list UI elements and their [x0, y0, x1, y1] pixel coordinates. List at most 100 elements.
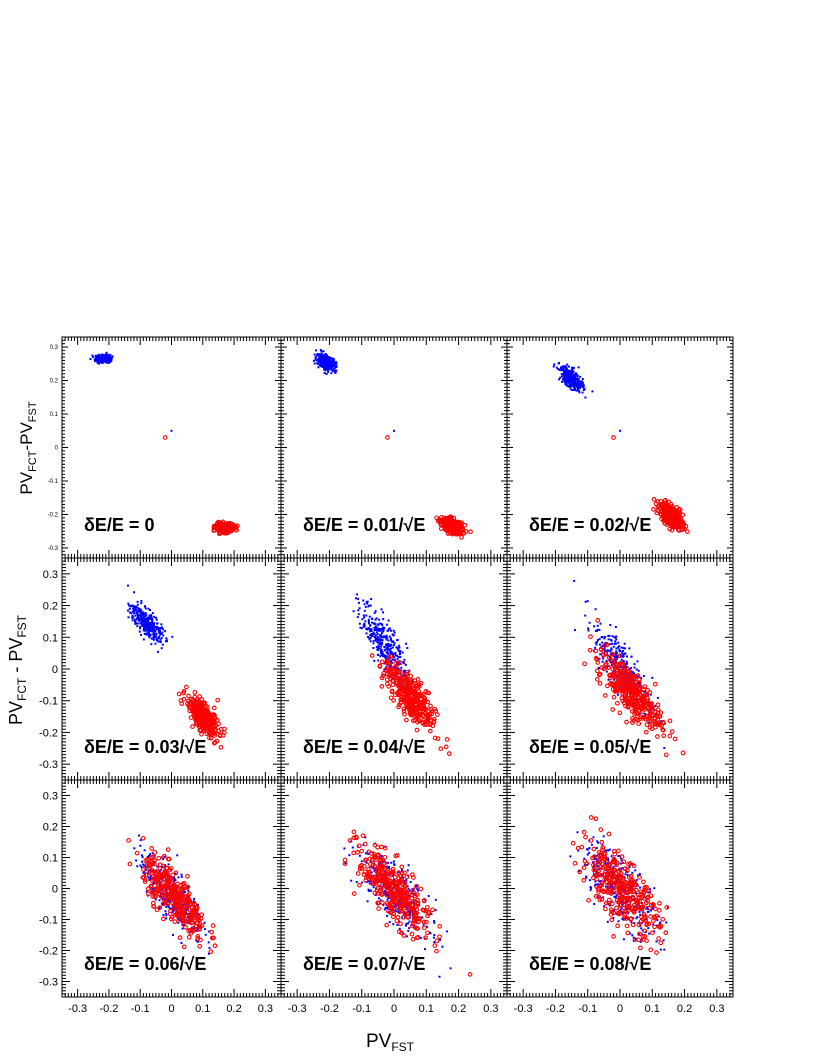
- data-point-blue: [139, 627, 141, 630]
- data-point-blue: [161, 631, 164, 634]
- data-point-blue: [578, 380, 581, 383]
- data-point-blue: [136, 600, 139, 603]
- data-point-blue: [401, 651, 404, 654]
- data-point-blue: [145, 614, 148, 617]
- data-point-blue: [368, 615, 371, 618]
- data-point-blue: [372, 647, 375, 649]
- data-point-blue: [598, 638, 601, 641]
- data-point-blue: [379, 640, 382, 643]
- data-point-blue: [154, 629, 157, 632]
- data-point-blue: [143, 629, 145, 632]
- data-point-blue: [359, 626, 362, 629]
- panel-2-points: [312, 349, 473, 540]
- data-point-blue: [138, 610, 140, 613]
- data-point-blue: [141, 612, 144, 615]
- data-point-blue: [324, 360, 327, 363]
- data-point-blue: [374, 636, 377, 639]
- data-point-red: [402, 677, 408, 683]
- data-point-blue: [146, 618, 149, 621]
- data-point-blue: [385, 634, 388, 637]
- data-point-blue: [607, 635, 610, 637]
- data-point-blue: [633, 666, 636, 669]
- data-point-blue: [367, 622, 370, 625]
- data-point-blue: [384, 657, 387, 660]
- data-point-blue: [317, 360, 320, 363]
- data-point-blue: [391, 658, 394, 661]
- data-point-blue: [360, 627, 363, 630]
- data-point-blue: [396, 654, 398, 657]
- data-point-blue: [654, 713, 657, 716]
- data-point-red: [468, 529, 473, 535]
- data-point-blue: [581, 382, 584, 385]
- data-point-blue: [160, 647, 163, 650]
- data-point-blue: [569, 379, 572, 382]
- data-point-blue: [394, 651, 397, 654]
- data-point-blue: [142, 638, 145, 641]
- data-point-red: [407, 704, 413, 709]
- data-point-red: [186, 693, 191, 699]
- data-point-blue: [148, 618, 151, 621]
- data-point-blue: [573, 579, 576, 582]
- data-point-red: [403, 684, 409, 690]
- data-point-blue: [381, 651, 384, 654]
- data-point-red: [404, 717, 409, 723]
- data-point-blue: [388, 627, 391, 630]
- data-point-blue: [150, 616, 153, 618]
- data-point-blue: [378, 629, 381, 632]
- data-point-blue: [624, 647, 626, 650]
- data-point-blue: [326, 367, 329, 370]
- data-point-blue: [331, 357, 334, 360]
- data-point-blue: [594, 608, 597, 611]
- data-point-blue: [147, 629, 150, 631]
- data-point-blue: [616, 654, 619, 657]
- data-point-blue: [330, 364, 333, 367]
- data-point-blue: [329, 367, 332, 370]
- data-point-red: [435, 736, 441, 741]
- data-point-blue: [370, 628, 373, 631]
- data-point-blue: [380, 648, 383, 651]
- data-point-red: [223, 524, 228, 530]
- data-point-blue: [158, 636, 161, 639]
- data-point-blue: [157, 650, 159, 653]
- data-point-blue: [577, 366, 580, 369]
- data-point-blue: [596, 639, 599, 642]
- data-point-blue: [613, 642, 616, 645]
- data-point-blue: [374, 639, 377, 642]
- data-point-blue: [366, 600, 369, 603]
- data-point-red: [203, 708, 209, 714]
- data-point-blue: [579, 383, 582, 386]
- data-point-blue: [157, 637, 159, 640]
- data-point-blue: [586, 600, 589, 603]
- data-point-blue: [644, 713, 647, 715]
- data-point-blue: [156, 622, 159, 625]
- data-point-blue: [319, 355, 321, 358]
- data-point-blue: [378, 627, 380, 630]
- data-point-blue: [615, 647, 618, 650]
- data-point-red: [392, 665, 398, 670]
- data-point-red: [667, 526, 673, 532]
- data-point-blue: [105, 359, 108, 362]
- data-point-blue: [380, 653, 383, 656]
- data-point-blue: [160, 623, 163, 626]
- data-point-blue: [158, 628, 161, 631]
- data-point-blue: [383, 668, 386, 671]
- data-point-blue: [388, 644, 391, 647]
- data-point-blue: [137, 615, 139, 618]
- panel-6: δE/E = 0.05/√E: [506, 557, 734, 781]
- data-point-blue: [388, 666, 391, 668]
- data-point-blue: [380, 645, 383, 648]
- data-point-red: [208, 735, 214, 741]
- data-point-blue: [601, 660, 604, 663]
- data-point-blue: [134, 614, 137, 617]
- data-point-blue: [333, 368, 336, 371]
- data-point-blue: [146, 628, 149, 631]
- data-point-blue: [406, 647, 409, 649]
- data-point-red: [384, 671, 390, 677]
- data-point-blue: [378, 618, 381, 621]
- data-point-red: [456, 521, 461, 526]
- data-point-blue: [131, 615, 134, 617]
- data-point-blue: [138, 618, 141, 621]
- data-point-blue: [133, 618, 136, 621]
- data-point-blue: [553, 363, 556, 366]
- data-point-blue: [375, 617, 378, 620]
